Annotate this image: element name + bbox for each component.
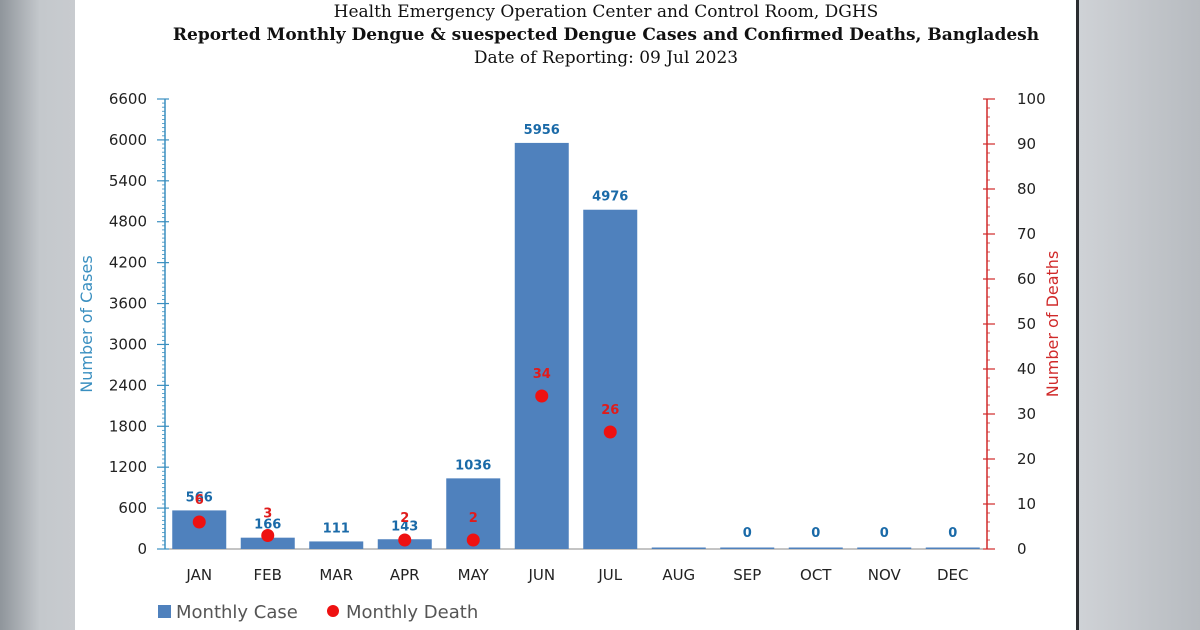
case-bar [583, 209, 638, 549]
left-tick-label: 3000 [109, 335, 147, 353]
right-tick-label: 60 [1017, 270, 1036, 288]
x-tick-label: FEB [254, 566, 282, 584]
right-tick-label: 30 [1017, 405, 1036, 423]
right-tick-label: 0 [1017, 540, 1027, 558]
left-tick-label: 6600 [109, 90, 147, 108]
case-value-label: 5956 [524, 123, 560, 138]
case-value-label: 0 [743, 526, 752, 541]
left-tick-label: 600 [118, 499, 147, 517]
death-value-label: 26 [601, 403, 619, 418]
legend-death-swatch [327, 605, 339, 617]
x-tick-label: MAY [458, 566, 490, 584]
x-tick-label: OCT [800, 566, 832, 584]
left-tick-label: 4200 [109, 254, 147, 272]
right-tick-label: 90 [1017, 135, 1036, 153]
case-value-label: 0 [948, 526, 957, 541]
x-tick-label: MAR [319, 566, 353, 584]
case-bar [925, 547, 980, 549]
case-bar [514, 142, 569, 549]
left-tick-label: 4800 [109, 213, 147, 231]
legend-death-label: Monthly Death [346, 602, 478, 623]
case-value-label: 0 [880, 526, 889, 541]
chart-title: Reported Monthly Dengue & suespected Den… [172, 25, 1040, 45]
right-tick-label: 20 [1017, 450, 1036, 468]
case-bar [309, 541, 364, 549]
left-tick-label: 2400 [109, 376, 147, 394]
left-tick-label: 3600 [109, 295, 147, 313]
x-tick-label: DEC [937, 566, 969, 584]
x-tick-label: APR [390, 566, 420, 584]
right-tick-label: 80 [1017, 180, 1036, 198]
x-tick-label: JUL [597, 566, 622, 584]
death-value-label: 6 [195, 493, 204, 508]
x-tick-label: NOV [868, 566, 902, 584]
death-marker [398, 533, 412, 547]
left-tick-label: 6000 [109, 131, 147, 149]
right-tick-label: 50 [1017, 315, 1036, 333]
case-bar [857, 547, 912, 549]
case-bar [720, 547, 775, 549]
x-tick-label: JAN [185, 566, 212, 584]
legend-case-label: Monthly Case [176, 602, 298, 623]
chart-subtitle-date: Date of Reporting: 09 Jul 2023 [473, 48, 739, 68]
x-tick-label: SEP [733, 566, 761, 584]
right-tick-label: 70 [1017, 225, 1036, 243]
right-tick-label: 100 [1017, 90, 1046, 108]
case-value-label: 111 [323, 521, 350, 536]
case-bar [240, 537, 295, 549]
right-tick-label: 10 [1017, 495, 1036, 513]
case-value-label: 166 [254, 518, 281, 533]
case-value-label: 143 [391, 519, 418, 534]
death-value-label: 3 [263, 507, 272, 522]
legend-case-swatch [158, 605, 171, 618]
death-value-label: 2 [469, 511, 478, 526]
case-value-label: 0 [811, 526, 820, 541]
case-value-label: 1036 [455, 458, 491, 473]
left-tick-label: 0 [137, 540, 147, 558]
left-axis-title: Number of Cases [77, 255, 96, 392]
death-marker [535, 389, 549, 403]
x-tick-label: JUN [527, 566, 555, 584]
death-marker [466, 533, 480, 547]
case-value-label: 4976 [592, 190, 628, 205]
left-tick-label: 5400 [109, 172, 147, 190]
death-value-label: 34 [533, 367, 551, 382]
left-tick-label: 1800 [109, 417, 147, 435]
death-marker [192, 515, 206, 529]
case-bar [651, 547, 706, 549]
death-marker [603, 425, 617, 439]
left-tick-label: 1200 [109, 458, 147, 476]
chart-title-org: Health Emergency Operation Center and Co… [333, 2, 879, 22]
case-bar [788, 547, 843, 549]
death-value-label: 2 [400, 511, 409, 526]
case-value-label: 566 [186, 490, 213, 505]
right-axis-title: Number of Deaths [1043, 251, 1062, 398]
death-marker [261, 529, 275, 542]
x-tick-label: AUG [662, 566, 695, 584]
right-tick-label: 40 [1017, 360, 1036, 378]
